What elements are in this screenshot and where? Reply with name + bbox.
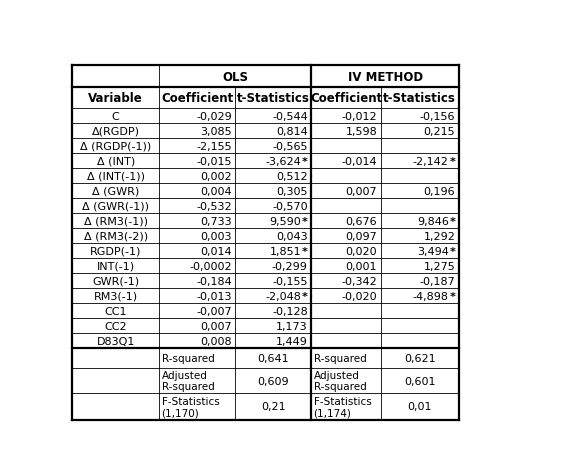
Text: -0,128: -0,128 [272, 306, 308, 316]
Text: GWR(-1): GWR(-1) [92, 276, 139, 286]
Text: 0,003: 0,003 [200, 232, 232, 241]
Text: -0,155: -0,155 [272, 276, 308, 286]
Text: -0,156: -0,156 [420, 112, 455, 121]
Text: OLS: OLS [222, 70, 248, 83]
Text: RM3(-1): RM3(-1) [93, 291, 138, 301]
Text: IV METHOD: IV METHOD [347, 70, 423, 83]
Text: -0,012: -0,012 [342, 112, 377, 121]
Text: Δ (RM3(-1)): Δ (RM3(-1)) [84, 216, 148, 226]
Text: -0,007: -0,007 [196, 306, 232, 316]
Text: *: * [302, 216, 308, 226]
Text: CC2: CC2 [104, 321, 127, 331]
Text: -4,898: -4,898 [413, 291, 449, 301]
Text: -2,048: -2,048 [265, 291, 301, 301]
Text: Δ(RGDP): Δ(RGDP) [92, 126, 140, 137]
Text: 0,196: 0,196 [424, 187, 455, 196]
Text: RGDP(-1): RGDP(-1) [90, 246, 141, 257]
Text: *: * [302, 291, 308, 301]
Text: -2,155: -2,155 [196, 142, 232, 151]
Text: 1,851: 1,851 [269, 246, 301, 257]
Text: 0,008: 0,008 [200, 336, 232, 346]
Text: Δ (GWR): Δ (GWR) [92, 187, 140, 196]
Text: 0,512: 0,512 [276, 171, 308, 181]
Text: 0,002: 0,002 [200, 171, 232, 181]
Text: Δ (INT): Δ (INT) [96, 156, 135, 166]
Text: 0,007: 0,007 [200, 321, 232, 331]
Text: 0,043: 0,043 [276, 232, 308, 241]
Text: 0,609: 0,609 [257, 375, 289, 386]
Text: 1,275: 1,275 [424, 261, 455, 271]
Text: Δ (INT(-1)): Δ (INT(-1)) [87, 171, 145, 181]
Text: -0,187: -0,187 [419, 276, 455, 286]
Text: 0,097: 0,097 [346, 232, 377, 241]
Text: t-Statistics: t-Statistics [237, 92, 310, 105]
Text: 0,001: 0,001 [346, 261, 377, 271]
Text: -0,020: -0,020 [342, 291, 377, 301]
Text: C: C [112, 112, 119, 121]
Text: -0,544: -0,544 [272, 112, 308, 121]
Text: -0,015: -0,015 [196, 156, 232, 166]
Text: t-Statistics: t-Statistics [383, 92, 456, 105]
Text: 0,676: 0,676 [346, 216, 377, 226]
Text: -0,565: -0,565 [272, 142, 308, 151]
Text: 0,21: 0,21 [261, 401, 286, 412]
Text: 0,014: 0,014 [200, 246, 232, 257]
Text: 0,215: 0,215 [424, 126, 455, 137]
Text: Δ (RM3(-2)): Δ (RM3(-2)) [84, 232, 148, 241]
Text: 3,494: 3,494 [417, 246, 449, 257]
Text: *: * [449, 216, 455, 226]
Text: -0,013: -0,013 [196, 291, 232, 301]
Text: -0,0002: -0,0002 [189, 261, 232, 271]
Text: CC1: CC1 [104, 306, 127, 316]
Text: -2,142: -2,142 [413, 156, 449, 166]
Text: -0,299: -0,299 [272, 261, 308, 271]
Text: 1,173: 1,173 [276, 321, 308, 331]
Text: Δ (RGDP(-1)): Δ (RGDP(-1)) [80, 142, 151, 151]
Text: -0,029: -0,029 [196, 112, 232, 121]
Text: 0,601: 0,601 [404, 375, 436, 386]
Text: -0,532: -0,532 [196, 201, 232, 211]
Text: R-squared: R-squared [162, 353, 214, 363]
Text: F-Statistics
(1,174): F-Statistics (1,174) [314, 396, 372, 417]
Text: Adjusted
R-squared: Adjusted R-squared [314, 370, 366, 392]
Text: -3,624: -3,624 [265, 156, 301, 166]
Text: Coefficient: Coefficient [161, 92, 234, 105]
Text: Adjusted
R-squared: Adjusted R-squared [162, 370, 214, 392]
Text: 3,085: 3,085 [200, 126, 232, 137]
Text: -0,014: -0,014 [342, 156, 377, 166]
Text: 0,007: 0,007 [346, 187, 377, 196]
Text: 9,846: 9,846 [417, 216, 449, 226]
Text: F-Statistics
(1,170): F-Statistics (1,170) [162, 396, 219, 417]
Text: -0,184: -0,184 [196, 276, 232, 286]
Text: 0,305: 0,305 [276, 187, 308, 196]
Text: 9,590: 9,590 [269, 216, 301, 226]
Text: Δ (GWR(-1)): Δ (GWR(-1)) [83, 201, 149, 211]
Text: 0,814: 0,814 [276, 126, 308, 137]
Text: -0,342: -0,342 [342, 276, 377, 286]
Text: 0,621: 0,621 [404, 353, 436, 363]
Text: *: * [449, 246, 455, 257]
Text: *: * [449, 291, 455, 301]
Text: 1,292: 1,292 [424, 232, 455, 241]
Text: Variable: Variable [88, 92, 143, 105]
Text: D83Q1: D83Q1 [96, 336, 135, 346]
Text: *: * [449, 156, 455, 166]
Text: R-squared: R-squared [314, 353, 366, 363]
Text: *: * [302, 156, 308, 166]
Text: *: * [302, 246, 308, 257]
Text: -0,570: -0,570 [272, 201, 308, 211]
Text: 0,020: 0,020 [346, 246, 377, 257]
Text: 1,598: 1,598 [346, 126, 377, 137]
Text: 0,004: 0,004 [200, 187, 232, 196]
Text: 0,733: 0,733 [200, 216, 232, 226]
Text: INT(-1): INT(-1) [97, 261, 135, 271]
Text: 1,449: 1,449 [276, 336, 308, 346]
Text: 0,641: 0,641 [257, 353, 289, 363]
Text: 0,01: 0,01 [407, 401, 432, 412]
Text: Coefficient: Coefficient [310, 92, 382, 105]
